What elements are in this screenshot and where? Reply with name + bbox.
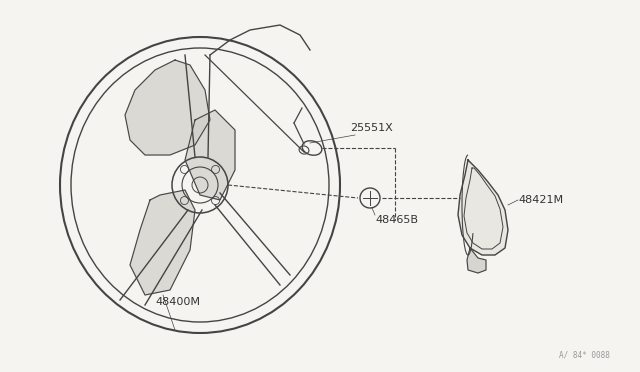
Text: A/ 84* 0088: A/ 84* 0088: [559, 351, 610, 360]
Text: 48400M: 48400M: [155, 297, 200, 307]
Text: 48465B: 48465B: [375, 215, 418, 225]
Polygon shape: [458, 160, 508, 255]
Polygon shape: [185, 110, 235, 200]
Text: 25551X: 25551X: [350, 123, 393, 133]
Polygon shape: [130, 190, 195, 295]
Polygon shape: [467, 248, 486, 273]
Polygon shape: [125, 60, 210, 155]
Text: 48421M: 48421M: [518, 195, 563, 205]
